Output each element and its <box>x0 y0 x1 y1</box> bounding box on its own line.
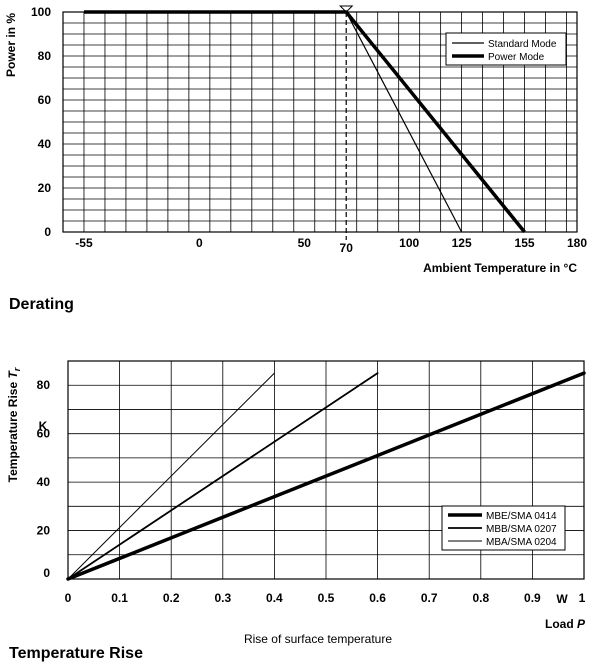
derating-y-tick-label: 0 <box>44 225 51 239</box>
derating-x-tick-label: 100 <box>399 236 419 250</box>
temperature-rise-x-tick-label: 0.4 <box>266 591 283 605</box>
temperature-rise-legend-label: MBB/SMA 0207 <box>486 524 557 535</box>
temperature-rise-x-tick-label: 0.1 <box>111 591 128 605</box>
derating-x-axis-label: Ambient Temperature in °C <box>423 261 577 275</box>
derating-x-tick-label: 180 <box>567 236 587 250</box>
temperature-rise-x-tick-label: 0.3 <box>214 591 231 605</box>
derating-tick-labels: 0 20 40 60 80 100 -55 0 50 70 100 125 155 180 <box>31 5 587 255</box>
temperature-rise-x-tick-label: 0.6 <box>369 591 386 605</box>
temperature-rise-legend: MBE/SMA 0414 MBB/SMA 0207 MBA/SMA 0204 <box>441 505 566 551</box>
temperature-rise-y-axis-label: Temperature Rise Tr <box>6 367 22 482</box>
temperature-rise-y-label-text: Temperature Rise <box>6 382 20 483</box>
temperature-rise-y-label-sub: r <box>12 367 22 371</box>
derating-legend-box <box>445 32 567 66</box>
temperature-rise-x-tick-label: 0.5 <box>318 591 335 605</box>
temperature-rise-series-mba-sma-0204 <box>67 372 275 580</box>
temperature-rise-y-label-var: T <box>6 370 20 382</box>
temperature-rise-tick-labels: 0 20 40 60 80 0 0.1 0.2 0.3 0.4 0.5 0.6 0.7 0.8 0.9 1 <box>37 378 586 605</box>
temperature-rise-grid <box>67 360 585 580</box>
derating-y-tick-label: 40 <box>38 137 52 151</box>
derating-series-power-mode <box>83 10 526 234</box>
derating-grid <box>62 5 578 240</box>
derating-y-tick-label: 100 <box>31 5 51 19</box>
temperature-rise-legend-label: MBE/SMA 0414 <box>486 511 557 522</box>
temperature-rise-x-tick-label: 0.2 <box>163 591 180 605</box>
temperature-rise-x-unit: W <box>556 592 568 606</box>
derating-y-tick-label: 60 <box>38 93 52 107</box>
derating-y-tick-label: 20 <box>38 181 52 195</box>
derating-legend: Standard Mode Power Mode <box>445 32 567 66</box>
temperature-rise-x-label-text: Load <box>545 617 574 631</box>
temperature-rise-legend-label: MBA/SMA 0204 <box>486 537 557 548</box>
temperature-rise-y-tick-label: 0 <box>43 566 50 580</box>
derating-legend-label: Power Mode <box>488 52 545 63</box>
temperature-rise-series <box>66 371 586 581</box>
derating-x-tick-label: 0 <box>196 236 203 250</box>
derating-x-tick-label: 50 <box>298 236 312 250</box>
derating-knee-triangle-marker <box>339 5 354 13</box>
derating-title: Derating <box>9 296 74 313</box>
temperature-rise-plot-frame <box>67 360 585 580</box>
temperature-rise-x-tick-label: 1 <box>579 591 586 605</box>
derating-y-axis-label: Power in % <box>4 13 18 77</box>
temperature-rise-x-tick-label: 0 <box>65 591 72 605</box>
temperature-rise-series-mbe-sma-0414 <box>66 371 586 581</box>
temperature-rise-x-axis-label: Load P <box>545 617 586 631</box>
temperature-rise-y-tick-label: 80 <box>37 378 51 392</box>
derating-chart: 0 20 40 60 80 100 -55 0 50 70 100 125 155 180 Standar… <box>4 5 587 313</box>
temperature-rise-chart: 0 20 40 60 80 0 0.1 0.2 0.3 0.4 0.5 0.6 0.7 0.8 0.9 1 M… <box>6 360 586 662</box>
temperature-rise-x-tick-label: 0.9 <box>524 591 541 605</box>
temperature-rise-y-tick-label: 20 <box>37 524 51 538</box>
derating-x-tick-label: 125 <box>452 236 472 250</box>
derating-series <box>83 10 526 234</box>
temperature-rise-series-mbb-sma-0207 <box>67 372 379 580</box>
temperature-rise-y-unit: K <box>39 419 48 433</box>
temperature-rise-title: Temperature Rise <box>9 645 143 662</box>
temperature-rise-subtitle: Rise of surface temperature <box>244 632 392 646</box>
temperature-rise-x-tick-label: 0.7 <box>421 591 438 605</box>
derating-legend-label: Standard Mode <box>488 39 557 50</box>
temperature-rise-y-tick-label: 60 <box>37 427 51 441</box>
temperature-rise-y-tick-label: 40 <box>37 475 51 489</box>
derating-x-tick-label: 155 <box>515 236 535 250</box>
derating-y-tick-label: 80 <box>38 49 52 63</box>
derating-x-tick-label: 70 <box>340 241 354 255</box>
temperature-rise-x-tick-label: 0.8 <box>472 591 489 605</box>
temperature-rise-x-label-var: P <box>574 617 586 631</box>
derating-x-tick-label: -55 <box>75 236 93 250</box>
